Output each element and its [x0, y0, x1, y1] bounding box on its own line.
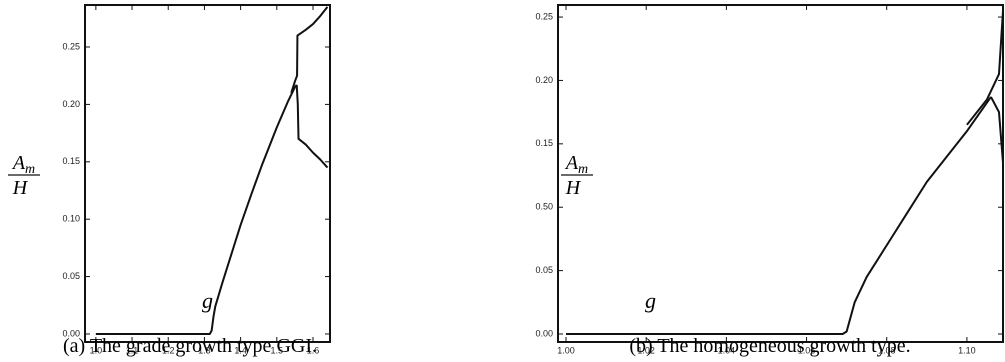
x-tick-label: 1.5 [271, 345, 284, 355]
y-tick-label: 0.15 [535, 138, 553, 148]
x-tick-label: 1.06 [798, 345, 816, 355]
y-label-main: A [564, 152, 579, 174]
x-axis-label: g [645, 288, 656, 313]
x-tick-label: 1.2 [162, 345, 175, 355]
y-tick-label: 0.25 [62, 41, 80, 51]
x-tick-label: 1.1 [126, 345, 139, 355]
y-tick-label: 0.50 [535, 202, 553, 212]
y-label-main: A [11, 152, 26, 174]
x-tick-label: 1.3 [198, 345, 211, 355]
caption: (b) The homogeneous growth type. [629, 335, 910, 357]
y-tick-label: 0.20 [62, 99, 80, 109]
x-tick-label: 1.0 [90, 345, 103, 355]
x-tick-label: 1.10 [958, 345, 976, 355]
lines [95, 6, 329, 335]
y-tick-label: 0.05 [535, 265, 553, 275]
x-axis-label: g [202, 288, 213, 313]
x-tick-label: 1.04 [718, 345, 736, 355]
y-axis-label-denominator: H [12, 177, 29, 199]
x-tick-label: 1.4 [234, 345, 247, 355]
curve [566, 96, 992, 336]
curve [290, 6, 329, 94]
y-tick-label: 0.25 [535, 11, 553, 21]
curve [990, 96, 1003, 163]
curve [966, 10, 1003, 126]
y-tick-label: 0.10 [62, 214, 80, 224]
x-tick-label: 1.02 [637, 345, 655, 355]
y-tick-label: 0.00 [62, 328, 80, 338]
y-axis-label-numerator: Am [11, 152, 35, 177]
y-axis-label-denominator: H [565, 177, 582, 199]
y-tick-label: 0.00 [535, 328, 553, 338]
x-tick-label: 1.00 [557, 345, 575, 355]
y-tick-label: 0.20 [535, 75, 553, 85]
plot-frame [557, 4, 1004, 343]
plot-frame [84, 4, 331, 343]
lines [566, 10, 1003, 336]
curve [95, 84, 298, 335]
x-tick-label: 1.6 [307, 345, 320, 355]
y-label-subscript: m [25, 162, 35, 177]
y-label-subscript: m [578, 162, 588, 177]
curve [295, 84, 329, 169]
y-tick-label: 0.15 [62, 156, 80, 166]
x-tick-label: 1.08 [878, 345, 896, 355]
y-tick-label: 0.05 [62, 271, 80, 281]
caption: (a) The grade growth type GGI. [63, 335, 317, 357]
y-axis-label-numerator: Am [564, 152, 588, 177]
